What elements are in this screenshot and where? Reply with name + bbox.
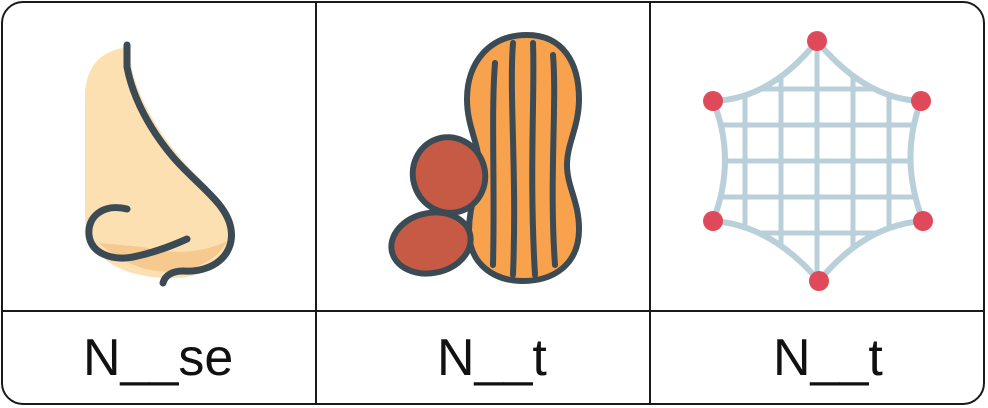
row-divider xyxy=(3,310,983,312)
word-label-2: N__t xyxy=(437,329,547,387)
column-divider-2 xyxy=(649,3,651,403)
peanut-icon xyxy=(388,31,583,285)
picture-cell-1 xyxy=(3,3,315,310)
word-label-3: N__t xyxy=(773,329,883,387)
word-label-1: N__se xyxy=(83,329,234,387)
column-divider-1 xyxy=(315,3,317,403)
net-icon xyxy=(703,31,933,291)
picture-cell-2 xyxy=(317,3,649,310)
nose-icon xyxy=(85,41,235,287)
picture-cell-3 xyxy=(651,3,983,310)
